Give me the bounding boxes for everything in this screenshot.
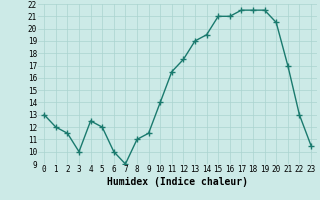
X-axis label: Humidex (Indice chaleur): Humidex (Indice chaleur) xyxy=(107,177,248,187)
